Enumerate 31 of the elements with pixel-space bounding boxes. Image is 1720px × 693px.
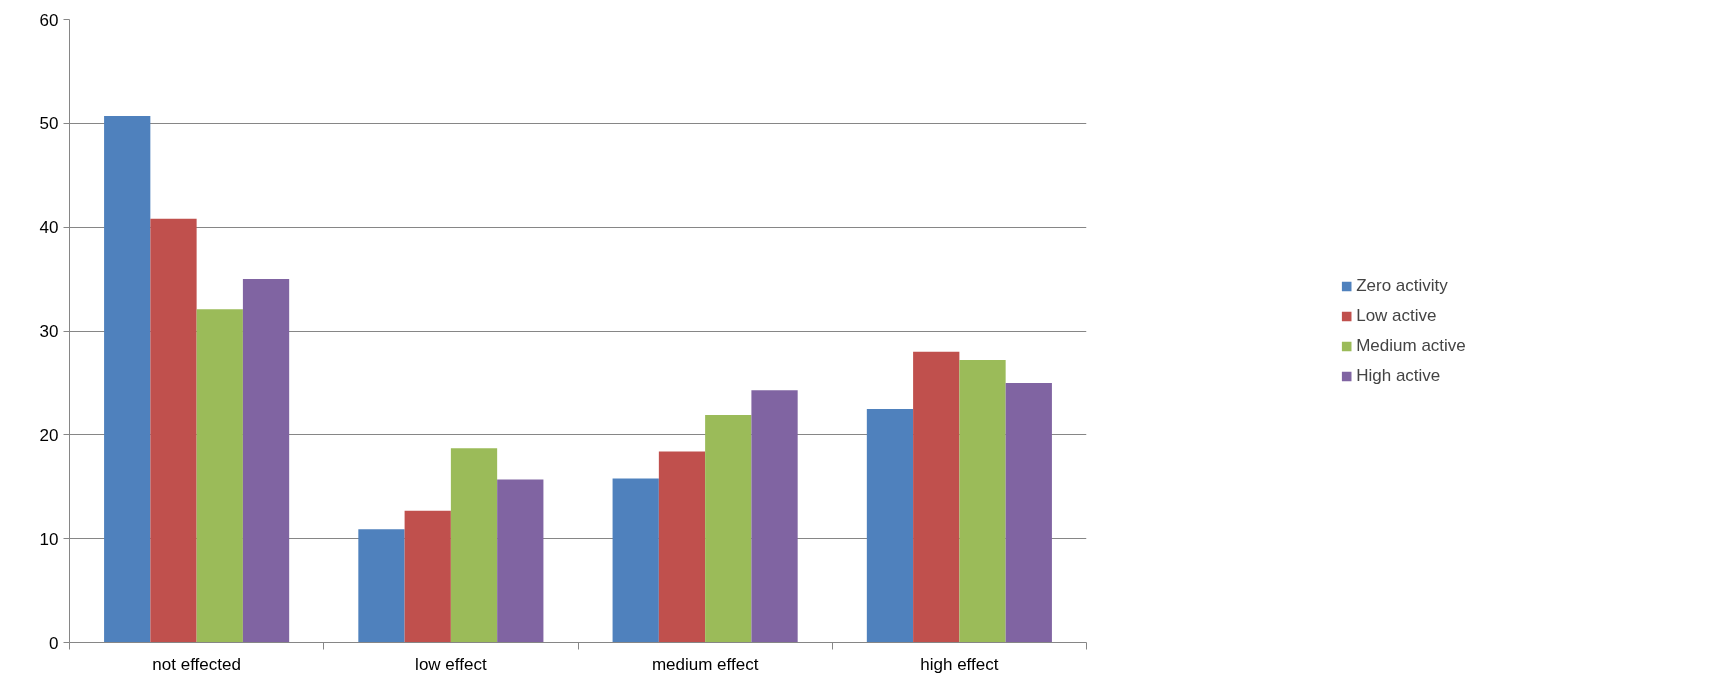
- legend-label: High active: [1356, 365, 1441, 386]
- x-tick-label: high effect: [920, 654, 999, 674]
- bar: [1005, 382, 1052, 643]
- y-tick-label: 10: [39, 529, 59, 549]
- x-tick-label: low effect: [415, 654, 487, 674]
- bar: [612, 478, 659, 643]
- y-tick-label: 0: [49, 633, 59, 653]
- y-tick-label: 30: [39, 322, 59, 341]
- bar: [450, 448, 498, 643]
- legend-label: Medium active: [1356, 335, 1466, 356]
- y-tick-label: 50: [39, 114, 59, 134]
- y-tick-label: 20: [39, 425, 59, 445]
- bar: [497, 479, 544, 643]
- bar: [658, 451, 706, 643]
- x-tick-label: not effected: [152, 654, 241, 674]
- bar: [242, 279, 290, 643]
- x-tick-label: medium effect: [651, 654, 759, 674]
- y-tick-label: 40: [39, 218, 59, 238]
- bar: [705, 415, 752, 643]
- bar: [196, 309, 243, 643]
- bar: [150, 218, 197, 643]
- bar: [358, 529, 405, 643]
- bar: [104, 116, 151, 643]
- legend-label: Zero activity: [1356, 275, 1448, 296]
- bar: [866, 408, 914, 643]
- legend-label: Low active: [1356, 305, 1437, 326]
- bar: [404, 510, 451, 643]
- bar: [959, 360, 1006, 643]
- bar: [751, 390, 798, 643]
- y-tick-label: 60: [39, 10, 59, 30]
- bar: [913, 351, 960, 643]
